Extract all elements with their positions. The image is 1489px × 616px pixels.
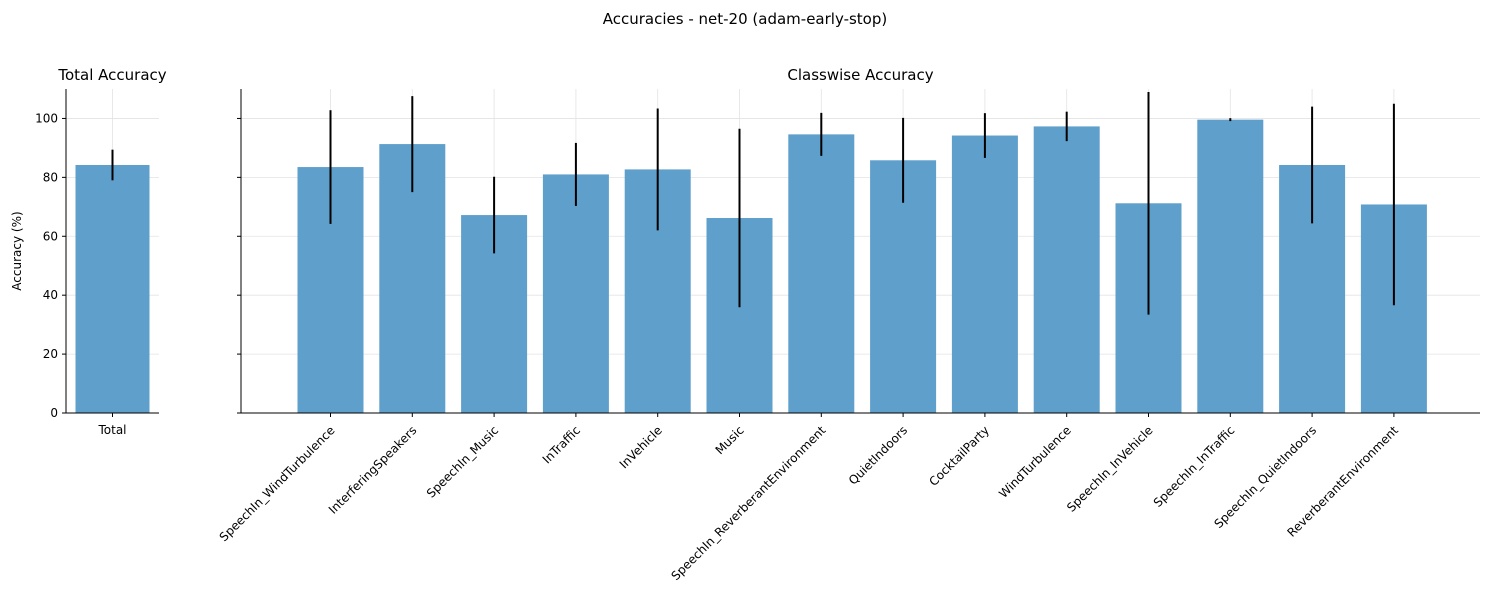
class-bar-speechin_intraffic [1197,119,1264,414]
class-x-tick-label: QuietIndoors [846,423,910,487]
class-x-tick-label: SpeechIn_WindTurbulence [217,423,338,544]
total-accuracy-axes: 0 20 40 60 80 100 Total Total Accuracy Accuracy … [10,66,167,437]
classwise-accuracy-axes: SpeechIn_WindTurbulenceInterferingSpeake… [217,66,1480,583]
class-bar-intraffic [542,174,609,413]
figure-title: Accuracies - net-20 (adam-early-stop) [603,10,887,28]
class-x-tick-label: SpeechIn_InVehicle [1064,423,1156,515]
total-y-tick-label: 60 [43,229,58,243]
total-y-tick-label: 100 [35,111,58,125]
class-x-tick-label: InterferingSpeakers [326,423,420,517]
total-y-tick-label: 40 [43,288,58,302]
class-x-tick-label: InVehicle [617,423,665,471]
total-bar-total [75,164,150,413]
class-bar-speechin_reverberantenvironment [788,134,855,414]
total-y-tick-label: 80 [43,170,58,184]
class-x-tick-label: WindTurbulence [996,423,1074,501]
total-y-tick-label: 20 [43,347,58,361]
total-y-tick-label: 0 [50,406,58,420]
class-x-tick-label: SpeechIn_Music [424,423,501,500]
total-y-axis-label: Accuracy (%) [10,211,24,290]
class-x-tick-label: Music [713,423,747,457]
total-x-tick-label: Total [97,423,126,437]
class-bar-cocktailparty [951,135,1018,413]
total-axes-title: Total Accuracy [57,66,166,84]
class-x-tick-label: SpeechIn_InTraffic [1151,423,1238,510]
class-bar-windturbulence [1033,126,1100,413]
class-axes-title: Classwise Accuracy [787,66,933,84]
class-x-tick-label: InTraffic [540,423,583,466]
class-x-tick-label: SpeechIn_ReverberantEnvironment [668,423,828,583]
class-x-tick-label: CocktailParty [926,423,992,489]
